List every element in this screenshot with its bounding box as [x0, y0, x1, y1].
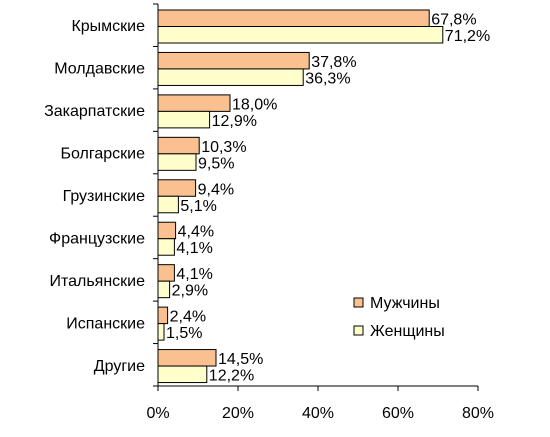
category-label: Грузинские — [63, 188, 146, 205]
value-label: 2,4% — [170, 309, 206, 326]
bar-men — [157, 51, 310, 70]
value-label: 14,5% — [218, 351, 263, 368]
value-label: 9,4% — [198, 181, 234, 198]
category-label: Болгарские — [61, 146, 146, 163]
category-label: Молдавские — [54, 61, 145, 78]
bar-women — [157, 68, 304, 86]
value-label: 71,2% — [445, 28, 490, 45]
value-label: 5,1% — [180, 198, 216, 215]
x-tick-label: 20% — [222, 405, 254, 422]
x-tick-label: 40% — [302, 405, 334, 422]
legend: Мужчины Женщины — [353, 295, 445, 340]
category-label: Испанские — [66, 315, 145, 332]
category-label: Крымские — [71, 18, 145, 35]
x-tick-label: 0% — [146, 405, 169, 422]
bar-men — [157, 9, 430, 27]
bar-women — [157, 195, 179, 214]
bar-women — [157, 365, 208, 384]
value-label: 4,1% — [176, 266, 212, 283]
labels-layer: Крымские 67,8%71,2% Молдавские 37,8%36,3% За… — [44, 12, 490, 385]
bar-women — [157, 323, 165, 341]
value-label: 1,5% — [166, 325, 202, 342]
value-label: 12,2% — [209, 368, 254, 385]
value-label: 18,0% — [232, 96, 277, 113]
category-label: Итальянские — [49, 273, 145, 290]
bar-women — [157, 238, 175, 256]
bar-men — [157, 306, 169, 325]
bar-women — [157, 153, 197, 171]
legend-swatch — [353, 297, 364, 308]
value-label: 37,8% — [311, 54, 356, 71]
legend-swatch — [353, 325, 364, 336]
value-label: 2,9% — [172, 283, 208, 300]
category-label: Французские — [49, 230, 145, 247]
value-label: 12,9% — [212, 113, 257, 130]
value-label: 9,5% — [198, 155, 234, 172]
bar-women — [157, 280, 171, 299]
bar-women — [157, 110, 211, 129]
x-tick-label: 80% — [462, 405, 494, 422]
axis-layer: 0% 20% 40% 60% 80% — [146, 3, 494, 422]
bar-men — [157, 179, 197, 197]
bar-men — [157, 136, 200, 155]
value-label: 4,4% — [178, 224, 214, 241]
legend-label: Женщины — [370, 323, 445, 340]
value-label: 67,8% — [431, 12, 476, 29]
bar-men — [157, 94, 231, 112]
bar-men — [157, 221, 177, 240]
x-tick-label: 60% — [382, 405, 414, 422]
value-label: 10,3% — [201, 139, 246, 156]
value-label: 36,3% — [305, 70, 350, 87]
category-label: Другие — [94, 358, 145, 375]
category-label: Закарпатские — [44, 103, 145, 120]
bar-men — [157, 264, 175, 282]
bar-men — [157, 349, 217, 367]
bar-women — [157, 26, 444, 44]
legend-label: Мужчины — [370, 295, 440, 312]
value-label: 4,1% — [176, 240, 212, 257]
